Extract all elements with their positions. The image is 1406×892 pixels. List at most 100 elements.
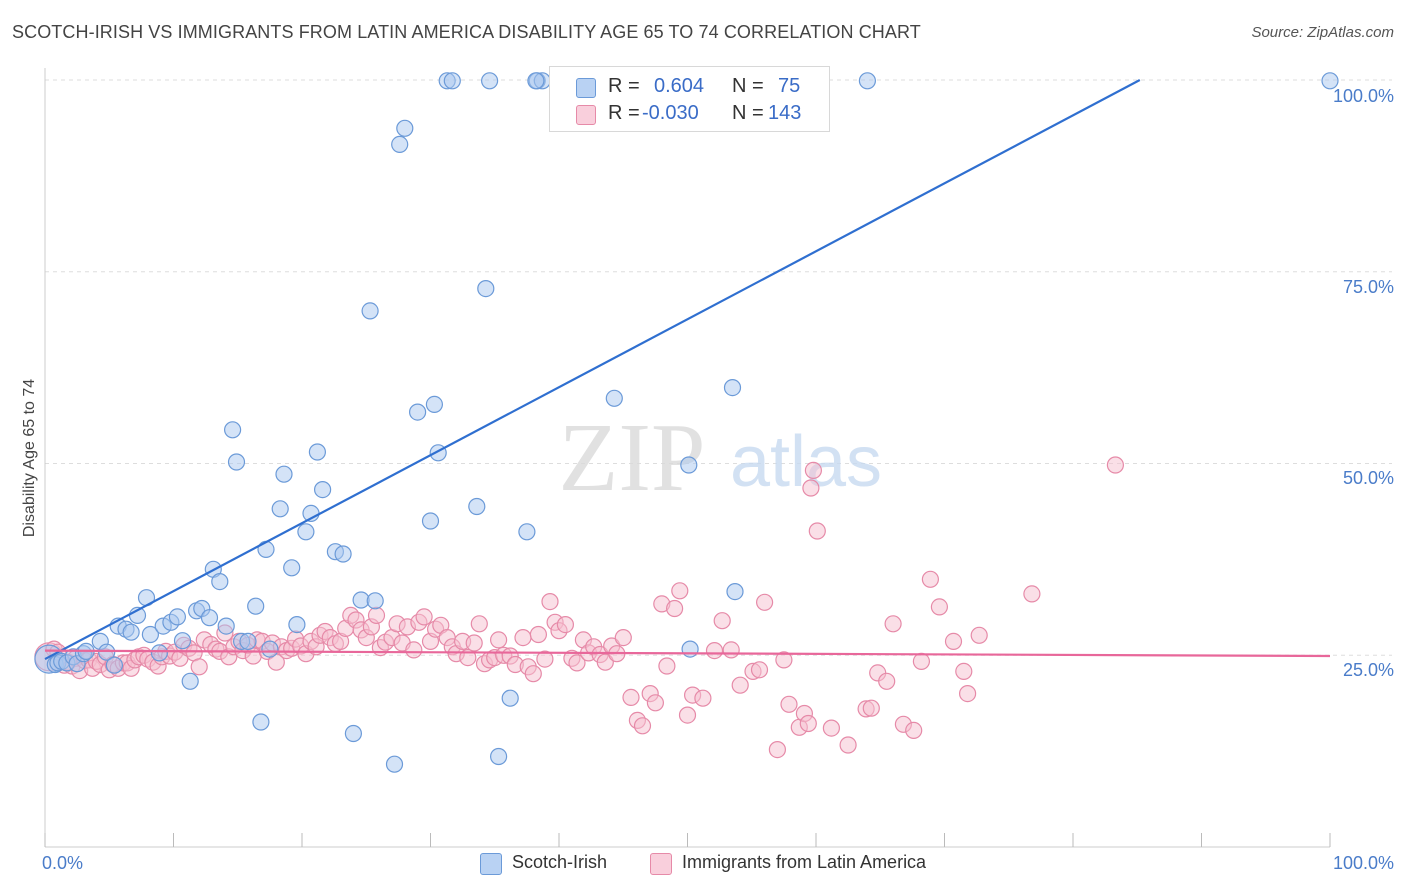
scotch-irish-point bbox=[680, 456, 698, 474]
scotch-irish-point bbox=[98, 643, 116, 661]
latin-america-point bbox=[862, 699, 880, 717]
scotch-irish-point bbox=[122, 623, 140, 641]
x-tick-label-0: 0.0% bbox=[42, 853, 84, 873]
scotch-irish-point bbox=[173, 632, 192, 650]
scotch-irish-point bbox=[239, 632, 257, 651]
latin-america-point bbox=[955, 662, 973, 681]
latin-america-point bbox=[1023, 585, 1041, 603]
y-tick-label-50: 50.0% bbox=[1342, 468, 1394, 488]
n-label: N = bbox=[732, 102, 764, 124]
scotch-irish-point bbox=[257, 540, 275, 559]
blue-series-points bbox=[34, 72, 1339, 773]
x-tick-label-100: 100.0% bbox=[1332, 853, 1394, 873]
latin-america-point bbox=[665, 599, 684, 618]
latin-america-point bbox=[731, 676, 749, 694]
scotch-irish-point bbox=[227, 453, 246, 471]
latin-america-point bbox=[755, 593, 774, 611]
scotch-irish-point bbox=[224, 421, 242, 439]
latin-america-point bbox=[1106, 456, 1125, 474]
latin-america-point bbox=[596, 653, 614, 671]
latin-america-point bbox=[878, 672, 896, 690]
r-value: -0.030 bbox=[642, 102, 699, 124]
latin-america-point bbox=[808, 522, 826, 540]
scotch-irish-point bbox=[477, 280, 495, 298]
scotch-irish-point bbox=[681, 640, 699, 658]
scotch-irish-point bbox=[425, 395, 443, 413]
chart-title: SCOTCH-IRISH VS IMMIGRANTS FROM LATIN AM… bbox=[12, 22, 921, 42]
scotch-irish-point bbox=[271, 500, 289, 518]
scotch-irish-point bbox=[217, 617, 235, 635]
source-label: Source: ZipAtlas.com bbox=[1251, 24, 1394, 41]
scotch-irish-point bbox=[723, 379, 742, 397]
latin-america-point bbox=[705, 641, 724, 660]
legend-swatch-blue bbox=[576, 78, 596, 98]
axes bbox=[44, 68, 1331, 848]
latin-america-point bbox=[190, 658, 208, 676]
scotch-irish-point bbox=[518, 523, 536, 541]
scotch-irish-point bbox=[252, 713, 270, 731]
watermark-zip: ZIP bbox=[559, 404, 706, 512]
latin-america-point bbox=[839, 736, 857, 754]
latin-america-point bbox=[556, 615, 575, 634]
latin-america-point bbox=[470, 615, 488, 633]
legend-label: Scotch-Irish bbox=[512, 852, 608, 872]
scotch-irish-point bbox=[501, 689, 519, 707]
latin-america-point bbox=[415, 608, 433, 626]
y-tick-label-100: 100.0% bbox=[1332, 86, 1394, 106]
scotch-irish-point bbox=[421, 512, 440, 530]
n-value: 143 bbox=[768, 102, 802, 124]
scotch-irish-point bbox=[1321, 72, 1339, 90]
scotch-irish-point bbox=[168, 608, 186, 626]
latin-america-point bbox=[780, 695, 798, 713]
latin-america-point bbox=[921, 570, 940, 588]
latin-america-point bbox=[884, 615, 902, 633]
scotch-irish-point bbox=[481, 72, 499, 90]
n-value: 75 bbox=[778, 75, 801, 97]
latin-america-point bbox=[905, 721, 923, 740]
scotch-irish-point bbox=[200, 609, 219, 627]
legend-swatch-blue bbox=[480, 853, 502, 875]
scotch-irish-point bbox=[334, 545, 352, 563]
scotch-irish-point bbox=[490, 747, 508, 766]
scotch-irish-point bbox=[361, 302, 379, 320]
scotch-irish-point bbox=[150, 644, 168, 662]
scotch-irish-point bbox=[443, 72, 461, 90]
latin-america-point bbox=[536, 650, 554, 668]
latin-america-point bbox=[930, 598, 949, 616]
latin-america-point bbox=[775, 651, 793, 669]
latin-america-point bbox=[646, 694, 665, 712]
scotch-irish-point bbox=[297, 523, 315, 541]
scotch-irish-point bbox=[261, 640, 279, 658]
stats-legend: R = 0.604 N = 75 R = -0.030 N = 143 bbox=[549, 66, 830, 132]
scotch-irish-point bbox=[141, 625, 159, 644]
latin-america-point bbox=[490, 631, 508, 649]
latin-america-point bbox=[722, 641, 740, 659]
latin-america-point bbox=[694, 689, 712, 707]
scotch-irish-point bbox=[283, 559, 301, 577]
watermark: ZIP atlas bbox=[559, 404, 883, 512]
latin-america-point bbox=[804, 461, 823, 479]
latin-america-point bbox=[802, 479, 820, 497]
trend-lines bbox=[44, 79, 1331, 661]
scotch-irish-point bbox=[468, 497, 486, 516]
latin-america-point bbox=[465, 634, 483, 652]
scotch-irish-point bbox=[366, 592, 384, 610]
latin-america-point bbox=[633, 717, 652, 735]
latin-america-point bbox=[614, 628, 632, 647]
scotch-irish-point bbox=[726, 582, 744, 601]
latin-america-trend-line bbox=[44, 649, 1331, 658]
latin-america-point bbox=[912, 652, 931, 671]
scotch-irish-point bbox=[181, 672, 199, 690]
scotch-irish-point bbox=[605, 389, 623, 407]
legend-swatch-pink bbox=[650, 853, 672, 875]
scotch-irish-point bbox=[344, 724, 362, 743]
scotch-irish-point bbox=[308, 443, 326, 461]
latin-america-point bbox=[524, 665, 542, 683]
legend-swatch-pink bbox=[576, 105, 596, 125]
latin-america-point bbox=[944, 632, 963, 651]
latin-america-point bbox=[678, 706, 697, 724]
latin-america-point bbox=[713, 612, 731, 630]
scotch-irish-point bbox=[527, 72, 545, 90]
scotch-irish-trend-line bbox=[44, 79, 1141, 661]
latin-america-point bbox=[541, 592, 559, 611]
